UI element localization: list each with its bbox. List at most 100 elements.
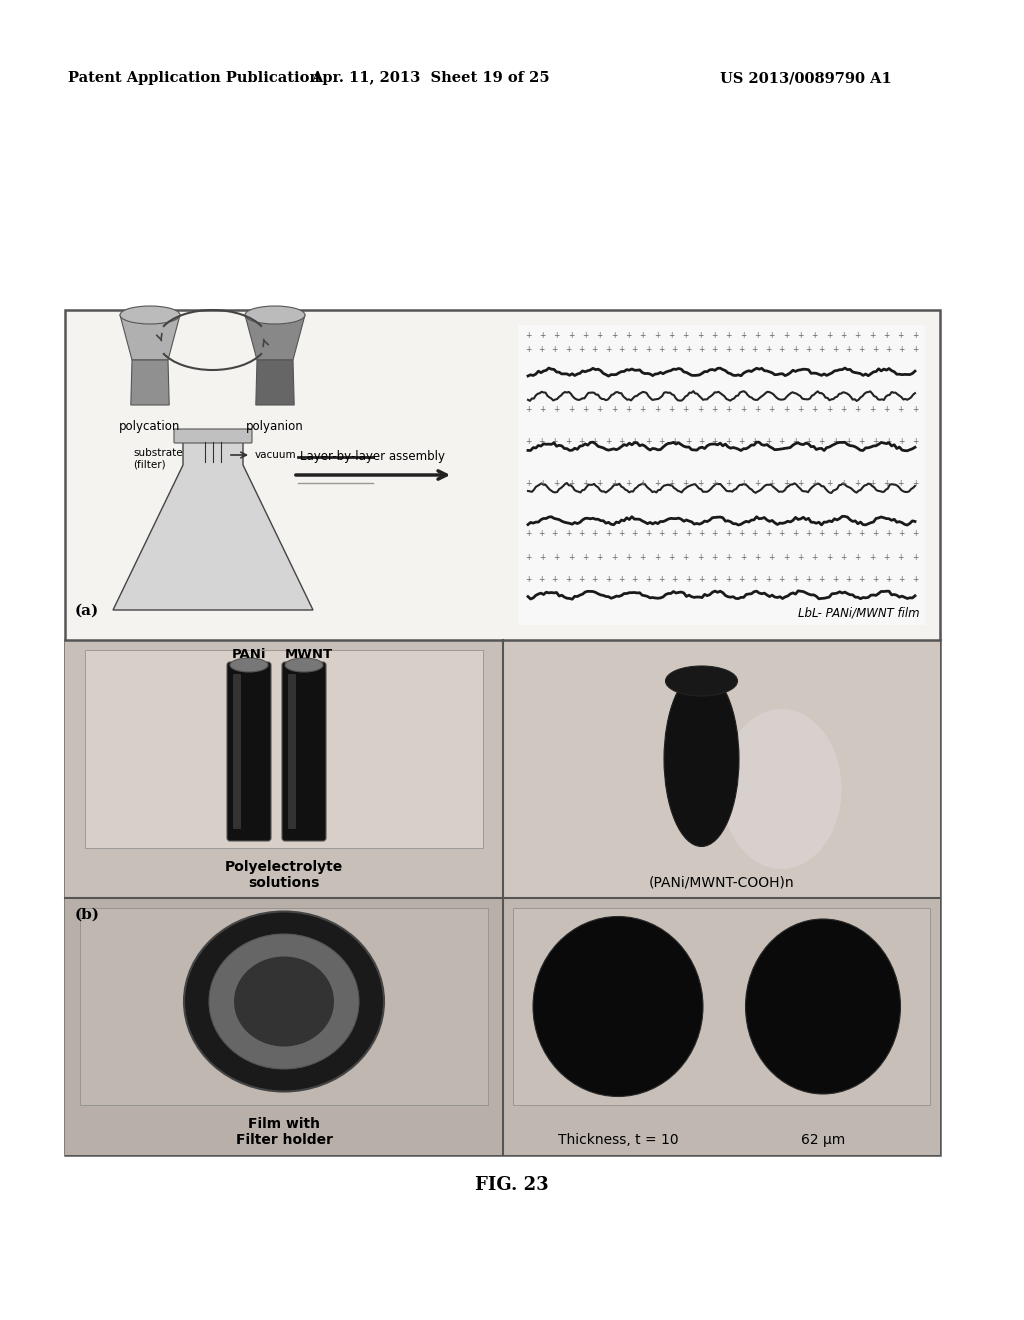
Text: +: + xyxy=(583,479,589,488)
Text: (a): (a) xyxy=(75,605,99,618)
Text: FIG. 23: FIG. 23 xyxy=(475,1176,549,1195)
Text: +: + xyxy=(658,529,665,539)
Text: +: + xyxy=(782,405,790,413)
Text: +: + xyxy=(754,479,761,488)
Ellipse shape xyxy=(184,912,384,1092)
Text: +: + xyxy=(653,405,660,413)
Text: +: + xyxy=(685,529,691,539)
Text: +: + xyxy=(883,330,890,339)
Text: +: + xyxy=(554,405,560,413)
Text: +: + xyxy=(682,553,689,562)
Text: +: + xyxy=(871,346,879,355)
Bar xyxy=(65,898,503,1155)
Ellipse shape xyxy=(534,916,703,1097)
Text: +: + xyxy=(698,576,705,585)
Text: +: + xyxy=(811,553,818,562)
FancyBboxPatch shape xyxy=(233,675,241,829)
Text: +: + xyxy=(592,529,598,539)
Text: +: + xyxy=(639,479,646,488)
Text: +: + xyxy=(840,479,847,488)
Text: +: + xyxy=(831,529,838,539)
Ellipse shape xyxy=(285,657,323,672)
Text: +: + xyxy=(525,437,531,446)
Text: +: + xyxy=(605,576,611,585)
Text: +: + xyxy=(682,330,689,339)
Text: 62 μm: 62 μm xyxy=(801,1133,845,1147)
Text: +: + xyxy=(698,529,705,539)
Text: +: + xyxy=(568,330,574,339)
Text: +: + xyxy=(525,529,531,539)
Text: +: + xyxy=(765,437,771,446)
Text: +: + xyxy=(805,346,811,355)
Text: +: + xyxy=(625,330,632,339)
Text: +: + xyxy=(845,437,852,446)
Text: +: + xyxy=(696,405,703,413)
Bar xyxy=(503,640,940,898)
Text: +: + xyxy=(540,405,546,413)
Text: +: + xyxy=(792,437,798,446)
Text: +: + xyxy=(568,553,574,562)
Text: +: + xyxy=(883,553,890,562)
Text: +: + xyxy=(840,330,847,339)
Text: +: + xyxy=(672,576,678,585)
Text: PANi: PANi xyxy=(231,648,266,661)
Ellipse shape xyxy=(722,709,842,869)
Text: +: + xyxy=(911,346,919,355)
Text: +: + xyxy=(805,576,811,585)
Text: +: + xyxy=(653,479,660,488)
Text: +: + xyxy=(711,405,718,413)
Text: +: + xyxy=(818,437,824,446)
Text: +: + xyxy=(596,479,603,488)
Bar xyxy=(518,325,925,624)
Ellipse shape xyxy=(120,306,180,323)
Text: +: + xyxy=(792,346,798,355)
Text: +: + xyxy=(565,437,571,446)
Text: +: + xyxy=(632,576,638,585)
Text: +: + xyxy=(752,437,758,446)
Bar xyxy=(503,898,940,1155)
Text: +: + xyxy=(831,346,838,355)
Text: +: + xyxy=(579,576,585,585)
Text: +: + xyxy=(831,576,838,585)
Text: +: + xyxy=(592,437,598,446)
Text: +: + xyxy=(579,346,585,355)
Text: +: + xyxy=(583,553,589,562)
Text: +: + xyxy=(552,529,558,539)
FancyBboxPatch shape xyxy=(227,663,271,841)
Text: +: + xyxy=(658,437,665,446)
Text: +: + xyxy=(658,346,665,355)
Text: +: + xyxy=(911,405,919,413)
Text: +: + xyxy=(725,405,732,413)
Text: +: + xyxy=(754,330,761,339)
Text: +: + xyxy=(539,346,545,355)
Text: +: + xyxy=(898,529,905,539)
Text: +: + xyxy=(738,437,744,446)
Text: +: + xyxy=(825,330,833,339)
Text: +: + xyxy=(552,576,558,585)
Text: +: + xyxy=(711,553,718,562)
Text: +: + xyxy=(854,405,861,413)
Text: +: + xyxy=(768,553,775,562)
Text: +: + xyxy=(831,437,838,446)
Text: +: + xyxy=(854,553,861,562)
Text: +: + xyxy=(765,346,771,355)
Text: +: + xyxy=(782,330,790,339)
Text: +: + xyxy=(696,479,703,488)
Text: +: + xyxy=(871,529,879,539)
Text: +: + xyxy=(565,346,571,355)
Text: +: + xyxy=(752,576,758,585)
Ellipse shape xyxy=(245,306,305,323)
Text: +: + xyxy=(818,576,824,585)
Ellipse shape xyxy=(209,935,359,1069)
Text: +: + xyxy=(739,553,746,562)
Text: +: + xyxy=(672,346,678,355)
Text: +: + xyxy=(871,576,879,585)
Text: +: + xyxy=(539,437,545,446)
Text: +: + xyxy=(632,529,638,539)
Text: +: + xyxy=(618,437,625,446)
Text: +: + xyxy=(898,437,905,446)
Text: +: + xyxy=(618,529,625,539)
Text: +: + xyxy=(885,346,892,355)
Text: +: + xyxy=(825,405,833,413)
Text: Polyelectrolyte
solutions: Polyelectrolyte solutions xyxy=(225,859,343,890)
